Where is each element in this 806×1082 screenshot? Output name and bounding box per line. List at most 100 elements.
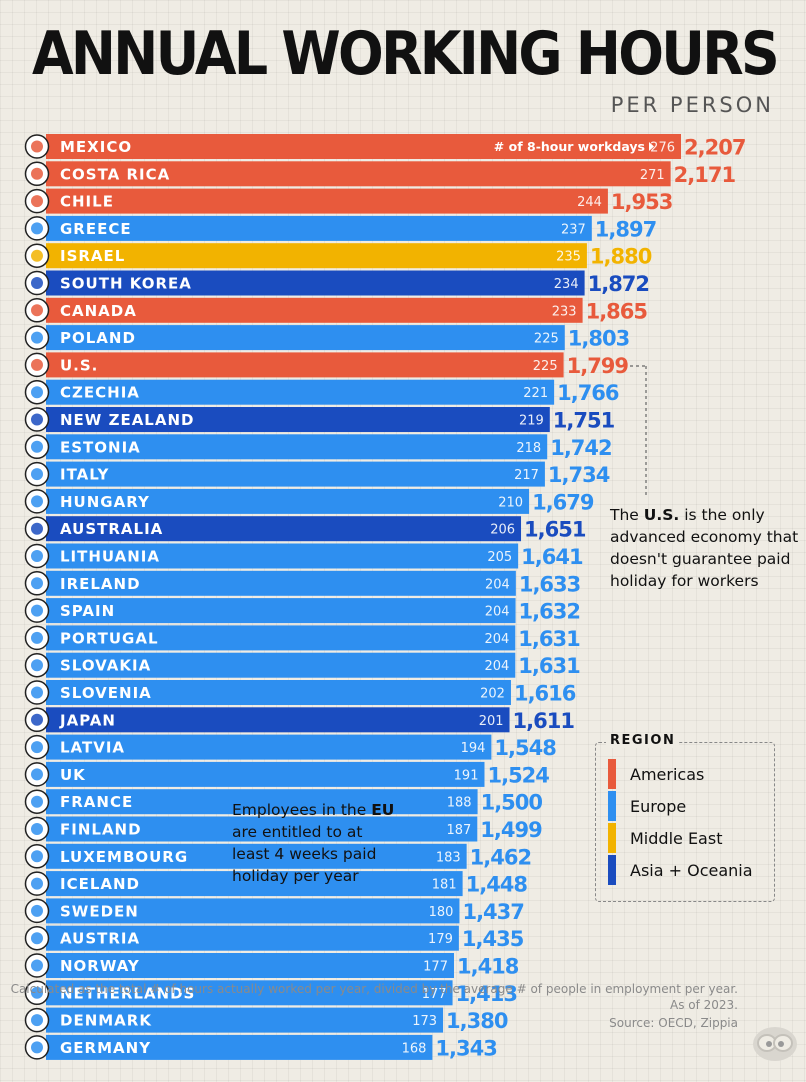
flag-greece-icon: [24, 216, 50, 241]
workdays-label-costa-rica: 271: [640, 168, 665, 183]
flag-finland-icon: [24, 816, 50, 842]
flag-costa-rica-icon: [24, 161, 50, 187]
legend-title: REGION: [606, 733, 680, 748]
bar-row-netherlands: NETHERLANDS 177 1,413: [24, 980, 518, 1006]
workdays-label-spain: 204: [485, 605, 510, 620]
flag-iceland-icon: [24, 871, 50, 896]
value-label-latvia: 1,548: [494, 736, 556, 760]
bar-ireland: [46, 570, 516, 596]
workdays-label-lithuania: 205: [487, 550, 512, 565]
legend-item-asia-oceania: Asia + Oceania: [608, 855, 753, 885]
eu-annotation: Employees in the EU are entitled to at l…: [232, 799, 402, 887]
workdays-label-mexico: 276: [650, 141, 675, 156]
bar-label-new-zealand: NEW ZEALAND: [60, 411, 194, 429]
workdays-label-austria: 179: [428, 932, 453, 947]
us-annotation-suffix: is the only advanced economy that doesn'…: [610, 506, 799, 590]
value-label-denmark: 1,380: [446, 1009, 508, 1033]
bar-australia: [46, 516, 522, 542]
bar-label-australia: AUSTRALIA: [60, 520, 163, 538]
eu-annotation-prefix: Employees in the: [232, 801, 372, 819]
value-label-new-zealand: 1,751: [553, 409, 615, 433]
legend-swatch-americas: [608, 759, 616, 789]
bar-chile: [46, 188, 608, 214]
bar-lithuania: [46, 543, 519, 569]
flag-israel-icon: [24, 243, 50, 268]
bar-label-czechia: CZECHIA: [60, 384, 140, 402]
bar-row-czechia: CZECHIA 221 1,766: [24, 379, 620, 405]
bars-group: MEXICO 276 2,207 # of 8-hour workdays COSTA …: [24, 134, 746, 1060]
workdays-label-israel: 235: [556, 250, 581, 265]
bar-row-luxembourg: LUXEMBOURG 183 1,462: [24, 843, 532, 869]
workdays-label-canada: 233: [552, 304, 577, 319]
workdays-label-norway: 177: [423, 960, 448, 975]
flag-uk-icon: [24, 762, 50, 787]
bar-row-norway: NORWAY 177 1,418: [24, 953, 520, 979]
bar-label-sweden: SWEDEN: [60, 902, 139, 920]
flag-australia-icon: [24, 516, 50, 541]
bar-label-spain: SPAIN: [60, 602, 115, 620]
flag-slovakia-icon: [24, 652, 50, 678]
workdays-label-netherlands: 177: [422, 987, 447, 1002]
us-annotation-prefix: The: [610, 506, 644, 524]
workdays-label-greece: 237: [561, 222, 586, 237]
bar-row-japan: JAPAN 201 1,611: [24, 707, 575, 733]
bar-row-portugal: PORTUGAL 204 1,631: [24, 625, 581, 651]
bar-austria: [46, 925, 459, 951]
bar-sweden: [46, 898, 460, 924]
flag-south-korea-icon: [24, 270, 50, 296]
bar-slovakia: [46, 652, 516, 678]
workdays-label-japan: 201: [479, 714, 504, 729]
bar-row-canada: CANADA 233 1,865: [24, 297, 648, 323]
workdays-label-poland: 225: [534, 332, 559, 347]
legend-swatch-asia-oceania: [608, 855, 616, 885]
logo-icon: [753, 1027, 797, 1061]
method-note: Calculated as the total # of hours actua…: [0, 982, 738, 1032]
workdays-label-czechia: 221: [523, 386, 548, 401]
bar-israel: [46, 243, 587, 269]
bar-label-france: FRANCE: [60, 793, 133, 811]
chart-title: ANNUAL WORKING HOURS: [32, 16, 782, 92]
bar-row-denmark: DENMARK 173 1,380: [24, 1007, 509, 1033]
bar-costa-rica: [46, 161, 671, 187]
value-label-costa-rica: 2,171: [674, 163, 736, 187]
bar-row-lithuania: LITHUANIA 205 1,641: [24, 543, 584, 569]
bar-estonia: [46, 434, 548, 460]
bar-label-uk: UK: [60, 766, 86, 784]
flag-spain-icon: [24, 598, 50, 623]
legend-label-asia-oceania: Asia + Oceania: [630, 860, 753, 880]
bar-row-germany: GERMANY 168 1,343: [24, 1034, 498, 1060]
workdays-label-new-zealand: 219: [519, 414, 544, 429]
bar-row-france: FRANCE 188 1,500: [24, 789, 543, 815]
bar-row-south-korea: SOUTH KOREA 234 1,872: [24, 270, 650, 296]
workdays-legend-label: # of 8-hour workdays: [494, 139, 645, 154]
bar-spain: [46, 598, 516, 624]
bar-label-greece: GREECE: [60, 220, 132, 238]
legend-swatch-europe: [608, 791, 616, 821]
flag-portugal-icon: [24, 625, 50, 651]
bar-row-chile: CHILE 244 1,953: [24, 188, 673, 214]
bar-south-korea: [46, 270, 585, 296]
bar-czechia: [46, 379, 555, 405]
bar-row-australia: AUSTRALIA 206 1,651: [24, 516, 587, 542]
value-label-germany: 1,343: [435, 1036, 496, 1060]
eu-annotation-suffix: are entitled to at least 4 weeks paid ho…: [232, 823, 377, 885]
bar-row-hungary: HUNGARY 210 1,679: [24, 488, 595, 514]
us-annotation-bold: U.S.: [643, 506, 680, 524]
flag-hungary-icon: [24, 489, 50, 514]
chart-subtitle: PER PERSON: [610, 93, 774, 117]
chart-title-text: ANNUAL WORKING HOURS: [32, 19, 780, 89]
value-label-chile: 1,953: [611, 190, 672, 214]
bar-new-zealand: [46, 407, 550, 432]
bar-row-greece: GREECE 237 1,897: [24, 215, 657, 241]
value-label-portugal: 1,631: [518, 627, 580, 651]
bar-uk: [46, 761, 485, 787]
method-note-text: Calculated as the total # of hours actua…: [10, 982, 738, 1012]
legend-label-americas: Americas: [630, 764, 705, 784]
value-label-italy: 1,734: [548, 463, 610, 487]
flag-poland-icon: [24, 325, 50, 350]
bar-row-israel: ISRAEL 235 1,880: [24, 243, 653, 269]
flag-u-s-icon: [24, 352, 50, 378]
flag-japan-icon: [24, 707, 50, 733]
value-label-u-s: 1,799: [567, 354, 629, 378]
